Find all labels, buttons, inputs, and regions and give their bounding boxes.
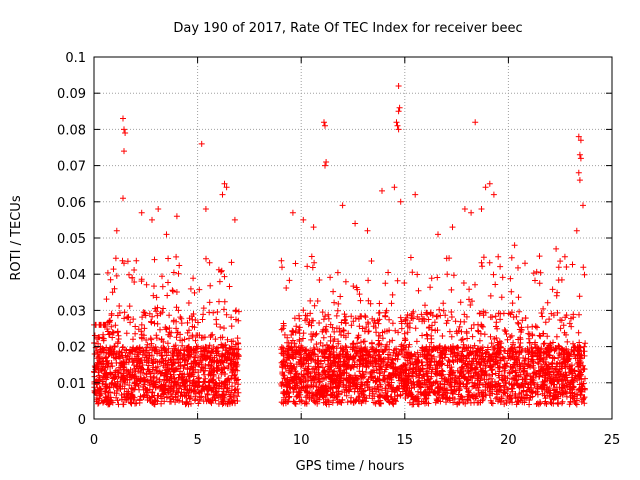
x-tick-label: 10 [293,433,310,448]
x-axis-label: GPS time / hours [296,459,405,474]
y-tick-label: 0.06 [57,196,86,211]
y-tick-label: 0.07 [57,160,86,175]
y-tick-label: 0.02 [57,341,86,356]
y-tick-label: 0.08 [57,123,86,138]
x-tick-label: 5 [193,433,201,448]
y-tick-label: 0.04 [57,268,86,283]
x-tick-label: 0 [90,433,98,448]
y-tick-label: 0.05 [57,232,86,247]
y-tick-label: 0.1 [65,51,86,66]
y-tick-label: 0.09 [57,87,86,102]
data-points [91,83,589,408]
x-tick-label: 25 [604,433,621,448]
x-tick-label: 20 [500,433,517,448]
y-tick-label: 0 [78,413,86,428]
chart-title: Day 190 of 2017, Rate Of TEC Index for r… [173,21,522,36]
y-axis-label: ROTI / TECUs [9,195,24,280]
y-tick-label: 0.01 [57,377,86,392]
y-tick-label: 0.03 [57,304,86,319]
x-tick-label: 15 [397,433,414,448]
axis-ticks: 0 0.01 0.02 0.03 0.04 0.05 0.06 0.07 0.08 0.09 0.1… [57,51,620,448]
scatter-markers [91,83,589,408]
